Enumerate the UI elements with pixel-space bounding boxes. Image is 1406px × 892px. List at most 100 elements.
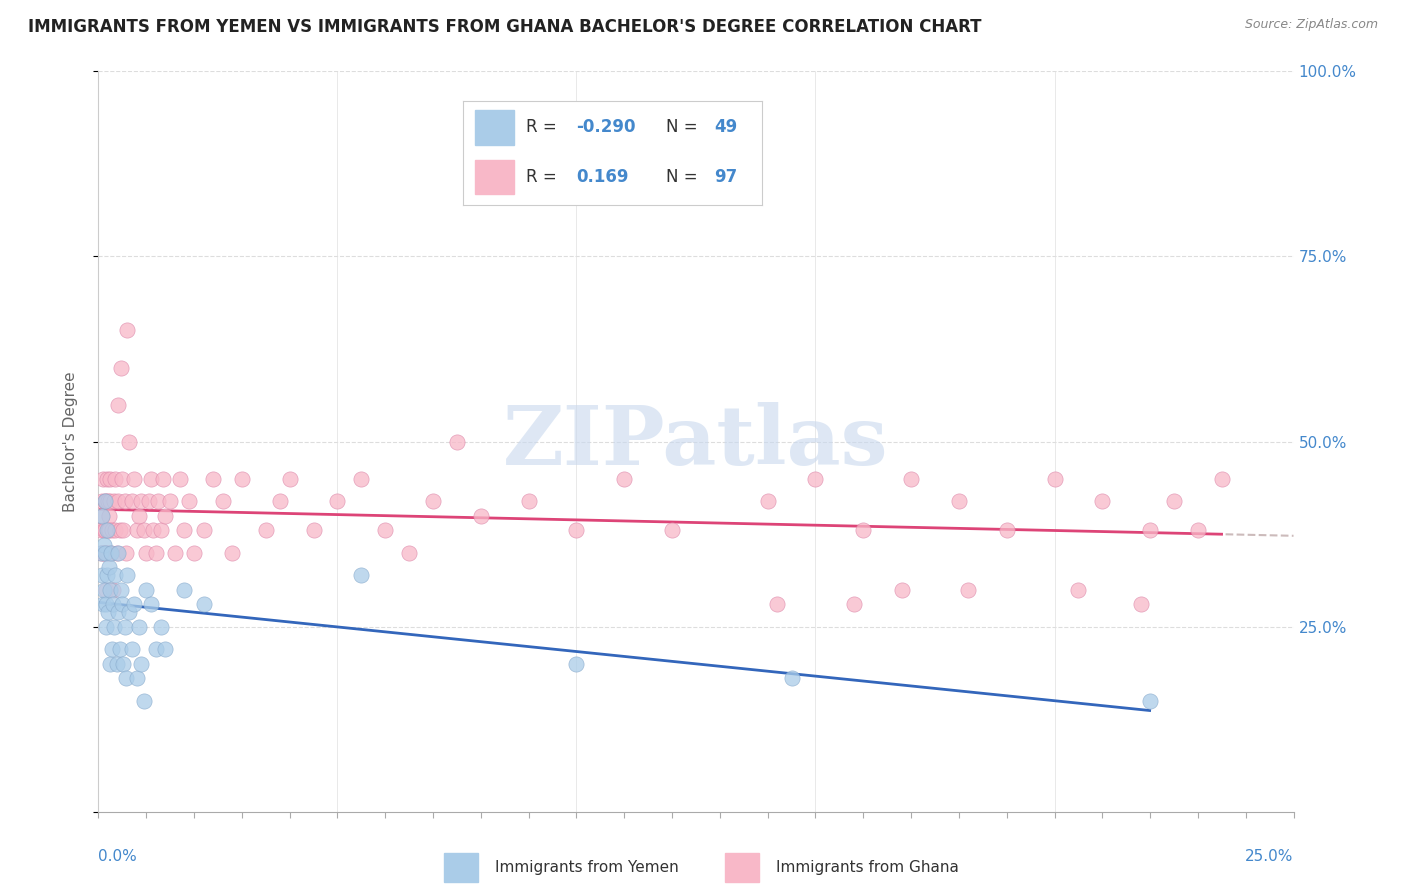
Point — [108, 524, 131, 538]
Point — [101, 641, 124, 656]
Point — [100, 546, 122, 560]
Point — [155, 508, 177, 523]
Point — [565, 657, 588, 671]
Point — [107, 398, 129, 412]
Point — [350, 472, 373, 486]
Point — [115, 672, 138, 686]
Point — [103, 619, 125, 633]
Point — [118, 605, 141, 619]
Point — [97, 546, 120, 560]
Point — [900, 472, 922, 486]
Point — [350, 567, 373, 582]
Point — [446, 434, 468, 449]
Point — [107, 546, 129, 560]
Point — [118, 434, 141, 449]
Point — [148, 493, 170, 508]
Point — [132, 694, 155, 708]
Text: 25.0%: 25.0% — [1246, 849, 1294, 863]
Point — [142, 524, 165, 538]
Point — [128, 508, 150, 523]
Point — [254, 524, 277, 538]
Point — [1163, 493, 1185, 508]
Point — [124, 598, 146, 612]
Point — [105, 657, 128, 671]
Point — [131, 493, 153, 508]
Point — [104, 567, 127, 582]
Point — [1187, 524, 1209, 538]
Point — [145, 641, 167, 656]
FancyBboxPatch shape — [444, 854, 478, 881]
Point — [374, 524, 396, 538]
Point — [139, 598, 162, 612]
Point — [124, 472, 146, 486]
Point — [149, 619, 172, 633]
Point — [756, 493, 779, 508]
Text: IMMIGRANTS FROM YEMEN VS IMMIGRANTS FROM GHANA BACHELOR'S DEGREE CORRELATION CHA: IMMIGRANTS FROM YEMEN VS IMMIGRANTS FROM… — [28, 18, 981, 36]
Point — [269, 493, 291, 508]
Point — [90, 524, 112, 538]
Point — [202, 472, 225, 486]
Point — [613, 472, 636, 486]
Point — [97, 605, 120, 619]
Point — [91, 598, 114, 612]
Point — [128, 619, 150, 633]
Point — [110, 360, 132, 375]
Point — [91, 546, 114, 560]
Y-axis label: Bachelor's Degree: Bachelor's Degree — [63, 371, 77, 512]
Point — [111, 598, 134, 612]
Point — [96, 546, 118, 560]
Point — [135, 582, 157, 597]
Point — [948, 493, 970, 508]
Text: Immigrants from Ghana: Immigrants from Ghana — [776, 860, 959, 875]
Point — [93, 493, 115, 508]
Point — [97, 493, 120, 508]
Point — [91, 508, 114, 523]
Point — [1211, 472, 1233, 486]
Point — [422, 493, 444, 508]
Point — [94, 582, 117, 597]
Point — [90, 493, 112, 508]
Point — [115, 324, 138, 338]
Point — [96, 524, 118, 538]
Text: Source: ZipAtlas.com: Source: ZipAtlas.com — [1244, 18, 1378, 31]
Point — [121, 493, 143, 508]
Point — [101, 524, 124, 538]
Point — [97, 560, 120, 574]
Point — [149, 524, 172, 538]
Point — [105, 546, 128, 560]
Point — [90, 546, 112, 560]
Point — [1139, 694, 1161, 708]
Point — [90, 546, 112, 560]
Point — [221, 546, 243, 560]
Point — [94, 493, 117, 508]
Point — [98, 582, 122, 597]
Point — [766, 598, 789, 612]
Point — [94, 524, 117, 538]
Point — [852, 524, 875, 538]
Point — [173, 582, 195, 597]
Point — [159, 493, 181, 508]
Point — [115, 567, 138, 582]
Point — [96, 567, 118, 582]
Point — [890, 582, 912, 597]
Point — [100, 546, 122, 560]
Point — [104, 524, 127, 538]
Point — [842, 598, 865, 612]
Point — [101, 598, 124, 612]
Point — [173, 524, 195, 538]
Point — [93, 538, 115, 552]
Point — [145, 546, 167, 560]
Point — [94, 598, 117, 612]
Text: ZIPatlas: ZIPatlas — [503, 401, 889, 482]
Point — [93, 493, 115, 508]
Point — [179, 493, 201, 508]
Point — [98, 657, 121, 671]
Point — [470, 508, 492, 523]
Point — [112, 524, 135, 538]
Point — [111, 472, 134, 486]
Point — [211, 493, 233, 508]
Point — [1139, 524, 1161, 538]
Text: Immigrants from Yemen: Immigrants from Yemen — [495, 860, 679, 875]
Point — [91, 567, 114, 582]
Point — [98, 472, 121, 486]
